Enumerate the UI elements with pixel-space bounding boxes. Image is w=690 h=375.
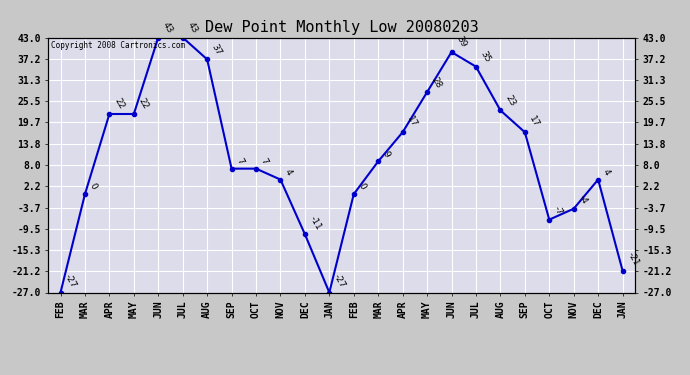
- Text: 4: 4: [601, 167, 611, 177]
- Text: 17: 17: [528, 115, 541, 129]
- Text: 43: 43: [186, 20, 199, 35]
- Text: -11: -11: [308, 214, 323, 231]
- Text: 0: 0: [357, 182, 367, 191]
- Text: 28: 28: [430, 75, 444, 89]
- Text: -7: -7: [552, 205, 564, 217]
- Text: -4: -4: [576, 194, 589, 206]
- Text: 17: 17: [406, 115, 419, 129]
- Title: Dew Point Monthly Low 20080203: Dew Point Monthly Low 20080203: [205, 20, 478, 35]
- Text: -27: -27: [332, 273, 347, 290]
- Text: 43: 43: [161, 20, 175, 35]
- Text: 7: 7: [235, 156, 245, 166]
- Text: 9: 9: [381, 149, 392, 159]
- Text: 37: 37: [210, 42, 224, 57]
- Text: 39: 39: [454, 35, 468, 49]
- Text: 35: 35: [479, 50, 492, 64]
- Text: 4: 4: [283, 167, 294, 177]
- Text: Copyright 2008 Cartronics.com: Copyright 2008 Cartronics.com: [51, 41, 186, 50]
- Text: 22: 22: [137, 97, 150, 111]
- Text: 23: 23: [503, 93, 517, 108]
- Text: -27: -27: [63, 273, 79, 290]
- Text: 22: 22: [112, 97, 126, 111]
- Text: -21: -21: [625, 251, 640, 268]
- Text: 7: 7: [259, 156, 270, 166]
- Text: 0: 0: [88, 182, 99, 191]
